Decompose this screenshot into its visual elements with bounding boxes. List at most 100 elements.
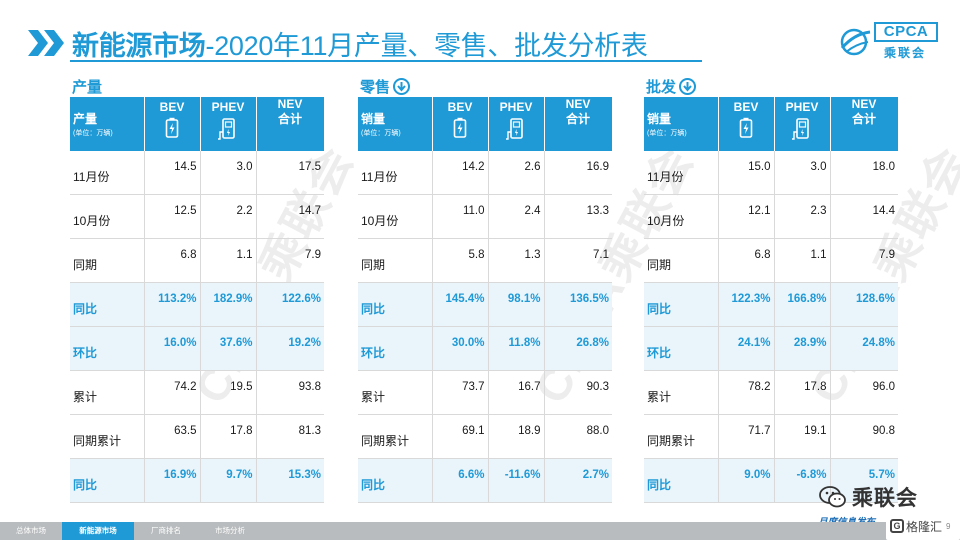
cell-phev: 28.9% bbox=[774, 326, 831, 371]
cpca-logo: CPCA bbox=[874, 22, 938, 42]
cell-nev: 13.3 bbox=[544, 194, 612, 240]
cell-bev: 9.0% bbox=[718, 458, 775, 503]
charging-plug-icon bbox=[505, 117, 527, 144]
tab-overall-market[interactable]: 总体市场 bbox=[16, 526, 46, 535]
cell-nev: 19.2% bbox=[256, 326, 324, 371]
row-label: 同比 bbox=[70, 282, 145, 328]
cell-phev: 3.0 bbox=[774, 151, 831, 196]
header-phev: PHEV bbox=[200, 97, 257, 151]
cell-bev: 6.8 bbox=[718, 238, 775, 284]
table-row: 同比 9.0% -6.8% 5.7% bbox=[644, 458, 898, 503]
cell-bev: 69.1 bbox=[432, 414, 489, 459]
table-row: 同期 5.8 1.3 7.1 bbox=[358, 238, 612, 284]
table-production: 产量 (单位：万辆) BEV PHEV NEV 合计 11月份 14.5 3.0 17.5 10月份… bbox=[70, 97, 325, 503]
cell-phev: 2.2 bbox=[200, 194, 257, 240]
cell-phev: 1.3 bbox=[488, 238, 545, 284]
cell-phev: 37.6% bbox=[200, 326, 257, 371]
cpca-globe-logo-icon bbox=[840, 28, 871, 56]
row-label: 同比 bbox=[70, 458, 145, 503]
row-label: 环比 bbox=[644, 326, 719, 371]
header-nev-line1: NEV bbox=[277, 97, 303, 111]
cell-phev: 98.1% bbox=[488, 282, 545, 328]
charging-plug-icon bbox=[217, 117, 239, 144]
row-label: 10月份 bbox=[644, 194, 719, 240]
cell-phev: 2.3 bbox=[774, 194, 831, 240]
cell-nev: 93.8 bbox=[256, 370, 324, 415]
battery-icon bbox=[165, 117, 179, 142]
cell-bev: 6.8 bbox=[144, 238, 201, 284]
cell-nev: 18.0 bbox=[830, 151, 898, 196]
header-phev-label: PHEV bbox=[211, 100, 245, 114]
header-nev-line2: 合计 bbox=[565, 112, 590, 126]
row-label: 同期累计 bbox=[358, 414, 433, 459]
title-underline bbox=[70, 60, 702, 62]
table-row: 10月份 11.0 2.4 13.3 bbox=[358, 194, 612, 240]
cell-phev: -11.6% bbox=[488, 458, 545, 503]
cell-phev: 18.9 bbox=[488, 414, 545, 459]
row-label: 同期累计 bbox=[644, 414, 719, 459]
footer-watermark-text: 格隆汇 bbox=[906, 519, 943, 534]
tab-nev-market[interactable]: 新能源市场 bbox=[62, 522, 134, 540]
cell-nev: 96.0 bbox=[830, 370, 898, 415]
cell-bev: 73.7 bbox=[432, 370, 489, 415]
cell-nev: 136.5% bbox=[544, 282, 612, 328]
cell-phev: 17.8 bbox=[200, 414, 257, 459]
footer-brand: 乘联会 bbox=[818, 482, 918, 512]
table-row: 累计 73.7 16.7 90.3 bbox=[358, 370, 612, 415]
battery-icon bbox=[453, 117, 467, 142]
cell-nev: 14.7 bbox=[256, 194, 324, 240]
header-metric: 销量 (单位：万辆) bbox=[358, 97, 433, 151]
cell-nev: 81.3 bbox=[256, 414, 324, 459]
section-label-text: 批发 bbox=[646, 79, 677, 96]
row-label: 累计 bbox=[644, 370, 719, 415]
unit-label: (单位：万辆) bbox=[647, 130, 687, 137]
header-bev-label: BEV bbox=[159, 100, 185, 114]
cell-nev: 128.6% bbox=[830, 282, 898, 328]
cell-bev: 145.4% bbox=[432, 282, 489, 328]
footer-brand-name: 乘联会 bbox=[852, 487, 918, 510]
table-row: 同期累计 69.1 18.9 88.0 bbox=[358, 414, 612, 459]
tab-maker-ranking[interactable]: 厂商排名 bbox=[151, 526, 181, 535]
table-row: 同比 122.3% 166.8% 128.6% bbox=[644, 282, 898, 328]
cell-phev: 182.9% bbox=[200, 282, 257, 328]
row-label: 同比 bbox=[358, 458, 433, 503]
arrow-down-circle-icon bbox=[393, 78, 411, 95]
table-retail: 销量 (单位：万辆) BEV PHEV NEV 合计 11月份 14.2 2.6 16.9 10月份… bbox=[358, 97, 613, 503]
cell-nev: 7.1 bbox=[544, 238, 612, 284]
row-label: 10月份 bbox=[70, 194, 145, 240]
tab-market-analysis[interactable]: 市场分析 bbox=[215, 526, 245, 535]
cell-nev: 90.8 bbox=[830, 414, 898, 459]
section-label-text: 产量 bbox=[72, 79, 103, 96]
cell-bev: 14.5 bbox=[144, 151, 201, 196]
unit-label: (单位：万辆) bbox=[361, 130, 401, 137]
section-label-text: 零售 bbox=[360, 79, 391, 96]
cpca-logo-subtitle: 乘联会 bbox=[884, 46, 927, 60]
table-row: 同比 16.9% 9.7% 15.3% bbox=[70, 458, 324, 503]
cell-bev: 16.9% bbox=[144, 458, 201, 503]
header-bev: BEV bbox=[432, 97, 489, 151]
table-row: 10月份 12.1 2.3 14.4 bbox=[644, 194, 898, 240]
table-row: 同比 145.4% 98.1% 136.5% bbox=[358, 282, 612, 328]
header-metric: 产量 (单位：万辆) bbox=[70, 97, 145, 151]
cell-bev: 30.0% bbox=[432, 326, 489, 371]
cell-phev: 166.8% bbox=[774, 282, 831, 328]
cell-phev: 17.8 bbox=[774, 370, 831, 415]
table-row: 环比 30.0% 11.8% 26.8% bbox=[358, 326, 612, 371]
cell-phev: 2.6 bbox=[488, 151, 545, 196]
row-label: 同比 bbox=[644, 458, 719, 503]
cell-bev: 11.0 bbox=[432, 194, 489, 240]
cell-bev: 5.8 bbox=[432, 238, 489, 284]
wechat-icon bbox=[819, 486, 846, 508]
cell-nev: 16.9 bbox=[544, 151, 612, 196]
cell-bev: 113.2% bbox=[144, 282, 201, 328]
cell-nev: 88.0 bbox=[544, 414, 612, 459]
cell-bev: 74.2 bbox=[144, 370, 201, 415]
cell-bev: 6.6% bbox=[432, 458, 489, 503]
cell-phev: 2.4 bbox=[488, 194, 545, 240]
cell-phev: 16.7 bbox=[488, 370, 545, 415]
header-nev: NEV 合计 bbox=[830, 97, 899, 151]
table-row: 11月份 14.5 3.0 17.5 bbox=[70, 151, 324, 196]
header-phev-label: PHEV bbox=[785, 100, 819, 114]
row-label: 11月份 bbox=[644, 151, 719, 196]
header-phev: PHEV bbox=[774, 97, 831, 151]
